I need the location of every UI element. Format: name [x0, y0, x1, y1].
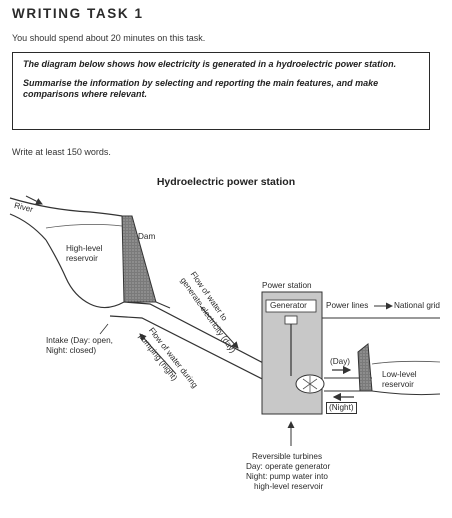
night-flow-pipe-arrow: [139, 333, 177, 375]
prompt-description: The diagram below shows how electricity …: [23, 59, 397, 69]
penstock-pipe-upper: [123, 301, 297, 381]
label-high-reservoir-2: reservoir: [66, 254, 98, 263]
label-dam: Dam: [138, 232, 156, 241]
intake-pointer: [99, 323, 109, 335]
label-low-reservoir-1: Low-level: [382, 370, 417, 379]
label-intake-1: Intake (Day: open,: [46, 336, 113, 345]
diagram-title: Hydroelectric power station: [156, 176, 296, 188]
word-count-instruction: Write at least 150 words.: [12, 147, 111, 157]
label-national-grid: National grid: [394, 301, 440, 310]
dam: [121, 215, 157, 303]
reservoir-water-surface: [45, 224, 123, 229]
low-reservoir-wall: [357, 343, 373, 392]
generator-box: [265, 299, 317, 313]
time-instruction: You should spend about 20 minutes on thi…: [12, 33, 206, 43]
low-reservoir-water: [371, 360, 441, 365]
label-day: (Day): [330, 357, 351, 366]
ground-line: [155, 301, 171, 309]
low-reservoir-bed: [371, 390, 441, 396]
label-turbines-3: Night: pump water into: [246, 472, 328, 481]
task-prompt-box: The diagram below shows how electricity …: [12, 52, 430, 130]
task-heading: WRITING TASK 1: [12, 6, 144, 21]
label-power-lines: Power lines: [326, 301, 369, 310]
generator-unit: [284, 315, 298, 325]
label-turbines-4: high-level reservoir: [254, 482, 324, 491]
label-turbines-2: Day: operate generator: [246, 462, 331, 471]
label-generator: Generator: [270, 301, 307, 310]
reservoir-valley-outline: [45, 239, 125, 309]
river-lower-bank: [9, 213, 47, 241]
label-power-station: Power station: [262, 281, 312, 290]
label-low-reservoir-2: reservoir: [382, 380, 414, 389]
penstock-pipe-lower: [109, 315, 289, 393]
label-high-reservoir-1: High-level: [66, 244, 103, 253]
turbine-blades: [302, 376, 318, 392]
label-night: (Night): [326, 402, 357, 414]
day-flow-pipe-arrow: [199, 305, 239, 349]
label-intake-2: Night: closed): [46, 346, 97, 355]
prompt-summarise: Summarise the information by selecting a…: [23, 77, 379, 100]
river-upper-bank: [9, 197, 123, 217]
label-turbines-1: Reversible turbines: [252, 452, 323, 461]
river-flow-arrow: [25, 195, 43, 205]
